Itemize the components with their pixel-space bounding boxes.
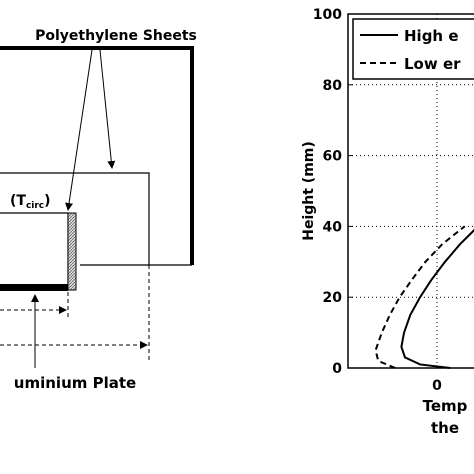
y-tick-label: 60: [323, 149, 343, 165]
y-axis-label: Height (mm): [301, 141, 317, 241]
legend-label: Low er: [404, 55, 461, 73]
legend-label: High e: [404, 27, 459, 45]
y-tick-label: 40: [323, 219, 343, 235]
x-axis-label: Temp: [423, 397, 468, 415]
sheets-label: Polyethylene Sheets: [35, 28, 197, 44]
chart: 0 20 40 60 80 100 0 Height (mm) Temp the High e Low…: [301, 7, 474, 437]
temp-label-end: ): [44, 193, 50, 209]
temp-label-sub: circ: [26, 201, 44, 211]
temp-label: (Tcirc): [10, 193, 51, 211]
chamber: [0, 212, 69, 290]
y-tick-label: 80: [323, 78, 343, 94]
pointer-arrow: [65, 49, 93, 211]
temp-label-main: (T: [10, 193, 26, 209]
y-tick-label: 20: [323, 290, 343, 306]
pointer-arrow: [99, 49, 116, 169]
plate-label: uminium Plate: [14, 374, 136, 392]
outer-box: [0, 46, 194, 265]
diagram: Polyethylene Sheets (Tcirc) uminium Plat…: [0, 28, 197, 392]
y-tick-label: 0: [332, 361, 342, 377]
series-line: [400, 228, 474, 369]
series-line: [374, 225, 466, 369]
y-tick-label: 100: [313, 7, 342, 23]
x-tick-label: 0: [432, 378, 442, 394]
x-axis-label: the: [431, 419, 459, 437]
legend-box: [352, 18, 474, 80]
side-wall: [67, 212, 77, 291]
inner-sheet: [0, 172, 150, 265]
aluminium-plate: [0, 284, 68, 291]
plot-frame: [347, 13, 474, 369]
